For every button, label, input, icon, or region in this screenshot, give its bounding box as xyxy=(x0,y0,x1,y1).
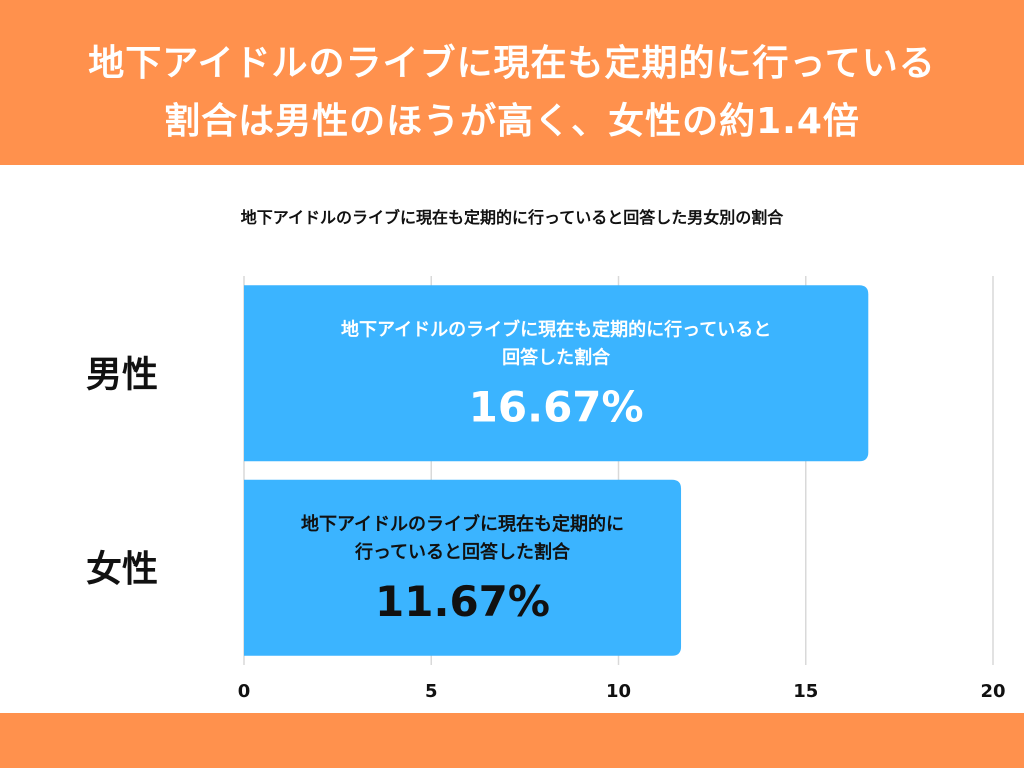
value-label-female: 11.67% xyxy=(375,577,550,626)
value-label-male: 16.67% xyxy=(469,382,644,431)
header-banner: 地下アイドルのライブに現在も定期的に行っている 割合は男性のほうが高く、女性の約… xyxy=(0,0,1024,165)
bar-caption-male-2: 回答した割合 xyxy=(502,346,611,368)
category-label-female: 女性 xyxy=(86,549,158,590)
bar-male xyxy=(244,285,869,462)
bar-caption-male-1: 地下アイドルのライブに現在も定期的に行っていると xyxy=(341,318,771,340)
x-tick-label-20: 20 xyxy=(980,681,1005,702)
bar-female xyxy=(244,479,682,656)
footer-band xyxy=(0,713,1024,768)
headline-line-2: 割合は男性のほうが高く、女性の約1.4倍 xyxy=(164,101,860,142)
bar-caption-female-2: 行っていると回答した割合 xyxy=(354,541,571,563)
x-tick-label-15: 15 xyxy=(793,681,818,702)
headline-line-1: 地下アイドルのライブに現在も定期的に行っている xyxy=(88,43,936,84)
x-tick-label-5: 5 xyxy=(425,681,438,702)
category-label-male: 男性 xyxy=(86,354,158,395)
x-tick-label-0: 0 xyxy=(238,681,251,702)
x-tick-label-10: 10 xyxy=(606,681,631,702)
bar-caption-female-1: 地下アイドルのライブに現在も定期的に xyxy=(301,513,624,535)
chart-title: 地下アイドルのライブに現在も定期的に行っていると回答した男女別の割合 xyxy=(240,208,784,227)
